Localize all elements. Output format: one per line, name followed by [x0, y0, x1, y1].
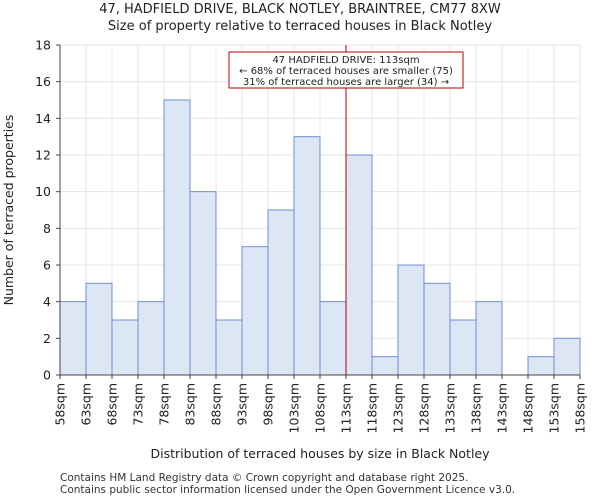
annotation-line-2: ← 68% of terraced houses are smaller (75…: [239, 66, 453, 77]
y-tick-label: 16: [35, 74, 51, 89]
bar-series: [59, 99, 581, 376]
y-axis-label: Number of terraced properties: [1, 115, 16, 306]
bar: [85, 282, 113, 376]
bar: [215, 319, 243, 376]
x-tick-label: 158sqm: [573, 383, 588, 433]
x-tick-label: 68sqm: [105, 383, 120, 426]
chart-subtitle: Size of property relative to terraced ho…: [107, 19, 493, 34]
x-tick-label: 88sqm: [209, 383, 224, 426]
y-tick-labels: 0 2 4 6 8 10 12 14 16 18: [35, 38, 60, 383]
bar: [293, 136, 321, 376]
bar: [319, 301, 347, 376]
bar: [527, 356, 555, 376]
y-tick-label: 4: [43, 294, 51, 309]
x-tick-label: 63sqm: [79, 383, 94, 426]
bar: [59, 301, 87, 376]
x-tick-label: 153sqm: [547, 383, 562, 433]
x-tick-label: 138sqm: [469, 383, 484, 433]
bar: [111, 319, 139, 376]
y-tick-label: 8: [43, 221, 51, 236]
x-tick-label: 123sqm: [391, 383, 406, 433]
x-tick-label: 108sqm: [313, 383, 328, 433]
chart-title-address: 47, HADFIELD DRIVE, BLACK NOTLEY, BRAINT…: [99, 2, 501, 17]
footer-licence: Contains public sector information licen…: [60, 484, 516, 496]
bar: [371, 356, 399, 376]
x-tick-label: 118sqm: [365, 383, 380, 433]
bar: [137, 301, 165, 376]
bar: [449, 319, 477, 376]
bar: [241, 246, 269, 376]
x-tick-label: 143sqm: [495, 383, 510, 433]
bar: [345, 154, 373, 376]
x-tick-label: 113sqm: [339, 383, 354, 433]
x-tick-label: 148sqm: [521, 383, 536, 433]
bar: [553, 337, 581, 376]
y-tick-label: 0: [43, 368, 51, 383]
y-tick-label: 6: [43, 258, 51, 273]
y-tick-label: 10: [35, 184, 51, 199]
annotation-box: 47 HADFIELD DRIVE: 113sqm ← 68% of terra…: [228, 51, 464, 89]
footer-copyright: Contains HM Land Registry data © Crown c…: [60, 472, 469, 484]
x-tick-labels: 58sqm 63sqm 68sqm 73sqm 78sqm 83sqm 88sqm 93sqm…: [53, 375, 588, 433]
annotation-line-3: 31% of terraced houses are larger (34) →: [243, 77, 449, 88]
y-tick-label: 18: [35, 38, 51, 53]
bar: [267, 209, 295, 376]
x-tick-label: 83sqm: [183, 383, 198, 426]
x-tick-label: 98sqm: [261, 383, 276, 426]
y-tick-label: 2: [43, 331, 51, 346]
x-tick-label: 58sqm: [53, 383, 68, 426]
y-tick-label: 12: [35, 148, 51, 163]
x-tick-label: 93sqm: [235, 383, 250, 426]
bar: [397, 264, 425, 376]
x-tick-label: 103sqm: [287, 383, 302, 433]
annotation-border: [228, 51, 464, 89]
y-tick-label: 14: [35, 111, 51, 126]
x-tick-label: 128sqm: [417, 383, 432, 433]
x-tick-label: 73sqm: [131, 383, 146, 426]
annotation-line-1: 47 HADFIELD DRIVE: 113sqm: [272, 55, 419, 66]
bar: [163, 99, 191, 376]
bar: [423, 282, 451, 376]
x-axis-label: Distribution of terraced houses by size …: [150, 446, 490, 461]
bar: [475, 301, 503, 376]
x-tick-label: 78sqm: [157, 383, 172, 426]
bar: [189, 191, 217, 376]
x-tick-label: 133sqm: [443, 383, 458, 433]
